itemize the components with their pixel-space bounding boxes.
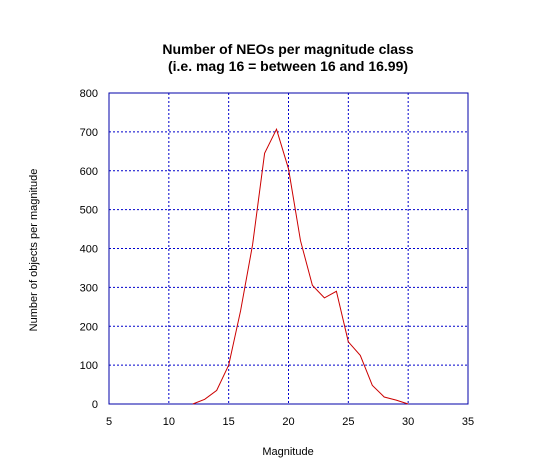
x-tick-label: 10 (163, 416, 175, 428)
x-tick-label: 15 (223, 416, 235, 428)
y-tick-label: 0 (92, 399, 98, 411)
y-tick-label: 100 (80, 360, 98, 372)
y-tick-label: 200 (80, 321, 98, 333)
x-tick-label: 35 (462, 416, 474, 428)
y-tick-label: 300 (80, 282, 98, 294)
y-tick-label: 400 (80, 244, 98, 256)
y-axis-label: Number of objects per magnitude (28, 169, 40, 332)
series-line (192, 127, 409, 405)
chart-title: Number of NEOs per magnitude class (162, 41, 413, 57)
x-axis-ticks: 5 10 15 20 25 30 35 (106, 416, 474, 428)
x-tick-label: 25 (342, 416, 354, 428)
plot-frame (108, 92, 469, 405)
x-axis-label: Magnitude (262, 446, 313, 458)
x-tick-label: 20 (282, 416, 294, 428)
y-tick-label: 500 (80, 205, 98, 217)
gridlines (109, 93, 468, 404)
y-tick-label: 700 (80, 127, 98, 139)
chart-subtitle: (i.e. mag 16 = between 16 and 16.99) (168, 58, 408, 74)
x-tick-label: 5 (106, 416, 112, 428)
y-tick-label: 600 (80, 166, 98, 178)
y-axis-ticks: 0 100 200 300 400 500 600 700 800 (80, 88, 98, 411)
x-tick-label: 30 (402, 416, 414, 428)
y-tick-label: 800 (80, 88, 98, 100)
